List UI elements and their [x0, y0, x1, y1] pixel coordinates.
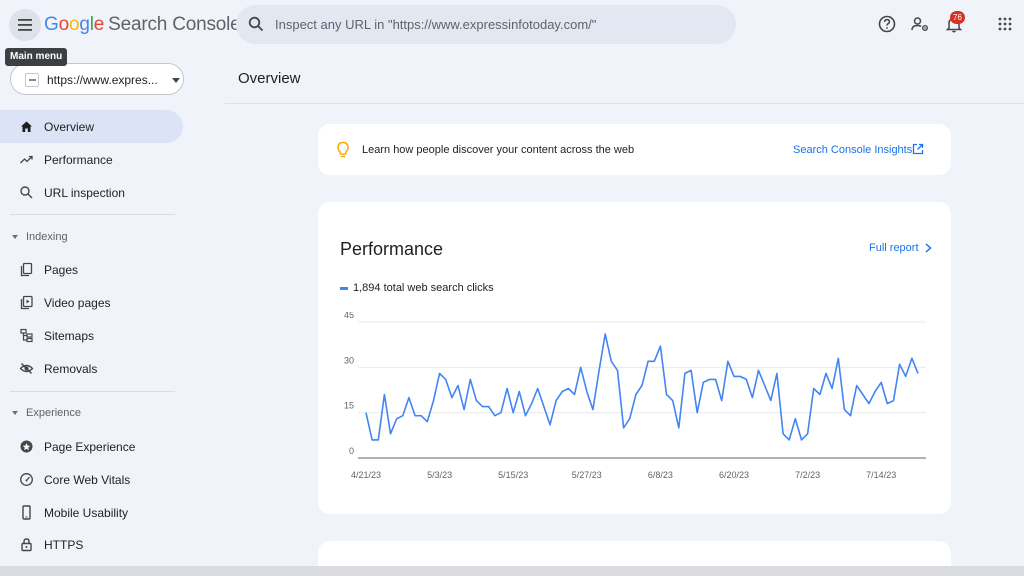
- notification-badge: 76: [950, 11, 965, 24]
- gauge-icon: [20, 473, 33, 486]
- sidebar-item-page-experience[interactable]: Page Experience: [0, 430, 183, 463]
- mobile-icon: [22, 505, 31, 520]
- main-menu-button[interactable]: [9, 9, 41, 41]
- collapse-caret-icon: [12, 235, 18, 239]
- sidebar-item-performance[interactable]: Performance: [0, 143, 183, 176]
- sidebar-divider: [10, 391, 175, 392]
- search-console-insights-link[interactable]: Search Console Insights: [793, 144, 913, 156]
- removals-icon: [19, 363, 34, 374]
- chart-legend[interactable]: 1,894 total web search clicks: [340, 282, 494, 294]
- sidebar-item-url-inspection[interactable]: URL inspection: [0, 176, 183, 209]
- x-tick-label: 7/14/23: [866, 470, 896, 480]
- full-report-link[interactable]: Full report: [869, 242, 919, 254]
- sidebar-section-experience[interactable]: Experience: [12, 405, 81, 421]
- main-menu-tooltip: Main menu: [5, 48, 68, 66]
- title-divider: [225, 103, 1024, 104]
- performance-title: Performance: [340, 239, 444, 259]
- x-tick-label: 5/15/23: [498, 470, 528, 480]
- sitemap-icon: [20, 328, 33, 343]
- x-tick-label: 4/21/23: [351, 470, 381, 480]
- y-tick-label: 30: [344, 355, 354, 365]
- sidebar-item-mobile-usability[interactable]: Mobile Usability: [0, 496, 183, 529]
- x-tick-label: 6/20/23: [719, 470, 749, 480]
- y-tick-label: 45: [344, 312, 354, 320]
- apps-grid-icon[interactable]: [995, 14, 1015, 34]
- open-in-new-icon[interactable]: [912, 143, 924, 155]
- search-icon: [20, 186, 33, 199]
- help-icon[interactable]: [877, 14, 897, 34]
- url-inspection-search: [236, 5, 736, 44]
- property-url: https://www.expres...: [47, 73, 158, 87]
- x-tick-label: 5/3/23: [427, 470, 452, 480]
- property-selector[interactable]: https://www.expres...: [10, 63, 184, 95]
- bottom-scroll-area: [0, 566, 1024, 576]
- sidebar-item-overview[interactable]: Overview: [0, 110, 183, 143]
- insights-banner: Learn how people discover your content a…: [318, 124, 951, 175]
- video-pages-icon: [20, 295, 33, 310]
- sidebar-item-https[interactable]: HTTPS: [0, 528, 183, 561]
- series-line-clicks[interactable]: [365, 333, 919, 441]
- sidebar-item-removals[interactable]: Removals: [0, 352, 183, 385]
- dropdown-caret-icon: [172, 78, 180, 83]
- x-tick-label: 6/8/23: [648, 470, 673, 480]
- performance-line-chart[interactable]: 0 15 30 45 4/21/23 5/3/23 5/15/23 5/27/23 6/8/23…: [318, 312, 951, 492]
- legend-label: 1,894 total web search clicks: [353, 282, 494, 294]
- search-icon: [248, 16, 264, 32]
- hamburger-icon: [18, 19, 32, 31]
- sidebar-item-video-pages[interactable]: Video pages: [0, 286, 183, 319]
- page-title: Overview: [238, 70, 301, 87]
- google-search-console-logo[interactable]: Google Search Console: [44, 14, 241, 35]
- manage-users-icon[interactable]: [910, 14, 930, 34]
- sidebar-item-pages[interactable]: Pages: [0, 253, 183, 286]
- x-tick-label: 5/27/23: [572, 470, 602, 480]
- x-tick-label: 7/2/23: [795, 470, 820, 480]
- site-favicon-icon: [25, 73, 39, 87]
- insights-text: Learn how people discover your content a…: [362, 144, 635, 156]
- y-tick-label: 15: [344, 401, 354, 411]
- pages-icon: [20, 262, 33, 277]
- sidebar-divider: [10, 214, 175, 215]
- page-experience-icon: [20, 440, 33, 453]
- legend-swatch: [340, 286, 348, 290]
- y-tick-label: 0: [349, 446, 354, 456]
- sidebar-section-indexing[interactable]: Indexing: [12, 229, 68, 245]
- search-input[interactable]: [275, 14, 715, 34]
- performance-card: Performance Full report 1,894 total web …: [318, 202, 951, 514]
- lock-icon: [21, 538, 32, 552]
- chevron-right-icon[interactable]: [923, 243, 933, 253]
- collapse-caret-icon: [12, 411, 18, 415]
- sidebar-item-core-web-vitals[interactable]: Core Web Vitals: [0, 463, 183, 496]
- lightbulb-icon: [337, 141, 349, 158]
- sidebar-item-sitemaps[interactable]: Sitemaps: [0, 319, 183, 352]
- trending-up-icon: [20, 155, 33, 164]
- home-icon: [21, 121, 32, 132]
